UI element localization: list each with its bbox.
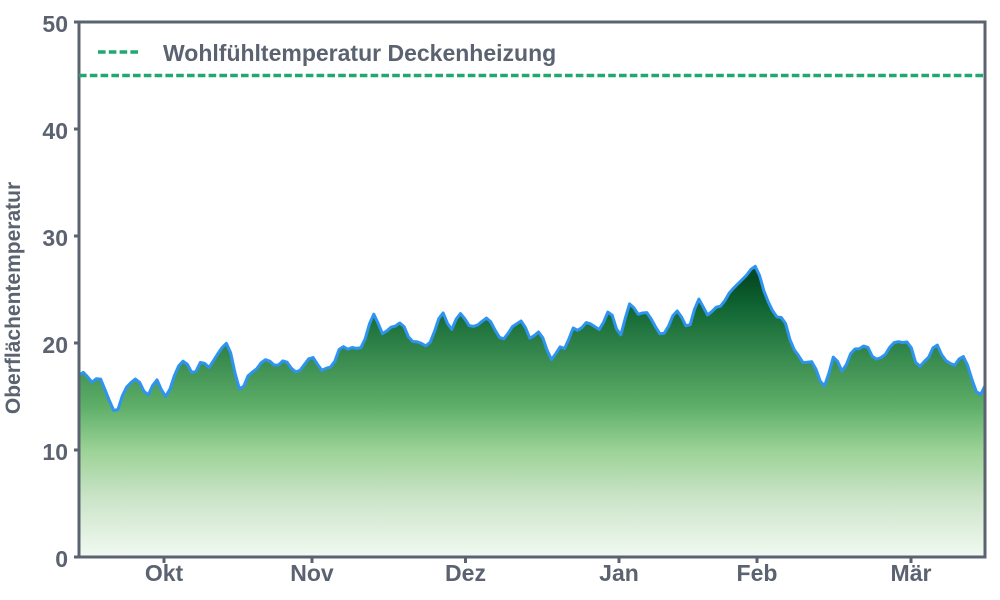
svg-text:40: 40 xyxy=(42,118,68,144)
svg-text:Oberflächentemperatur: Oberflächentemperatur xyxy=(2,182,25,414)
svg-text:Feb: Feb xyxy=(737,560,778,586)
svg-text:10: 10 xyxy=(42,439,68,465)
svg-text:Dez: Dez xyxy=(445,560,486,586)
svg-text:Nov: Nov xyxy=(290,560,334,586)
svg-text:Wohlfühltemperatur Deckenheizu: Wohlfühltemperatur Deckenheizung xyxy=(163,40,556,66)
svg-text:50: 50 xyxy=(42,11,68,37)
svg-text:0: 0 xyxy=(55,546,68,572)
svg-text:30: 30 xyxy=(42,225,68,251)
svg-text:Jan: Jan xyxy=(599,560,639,586)
svg-text:Mär: Mär xyxy=(891,560,932,586)
svg-text:20: 20 xyxy=(42,332,68,358)
svg-text:Okt: Okt xyxy=(145,560,184,586)
